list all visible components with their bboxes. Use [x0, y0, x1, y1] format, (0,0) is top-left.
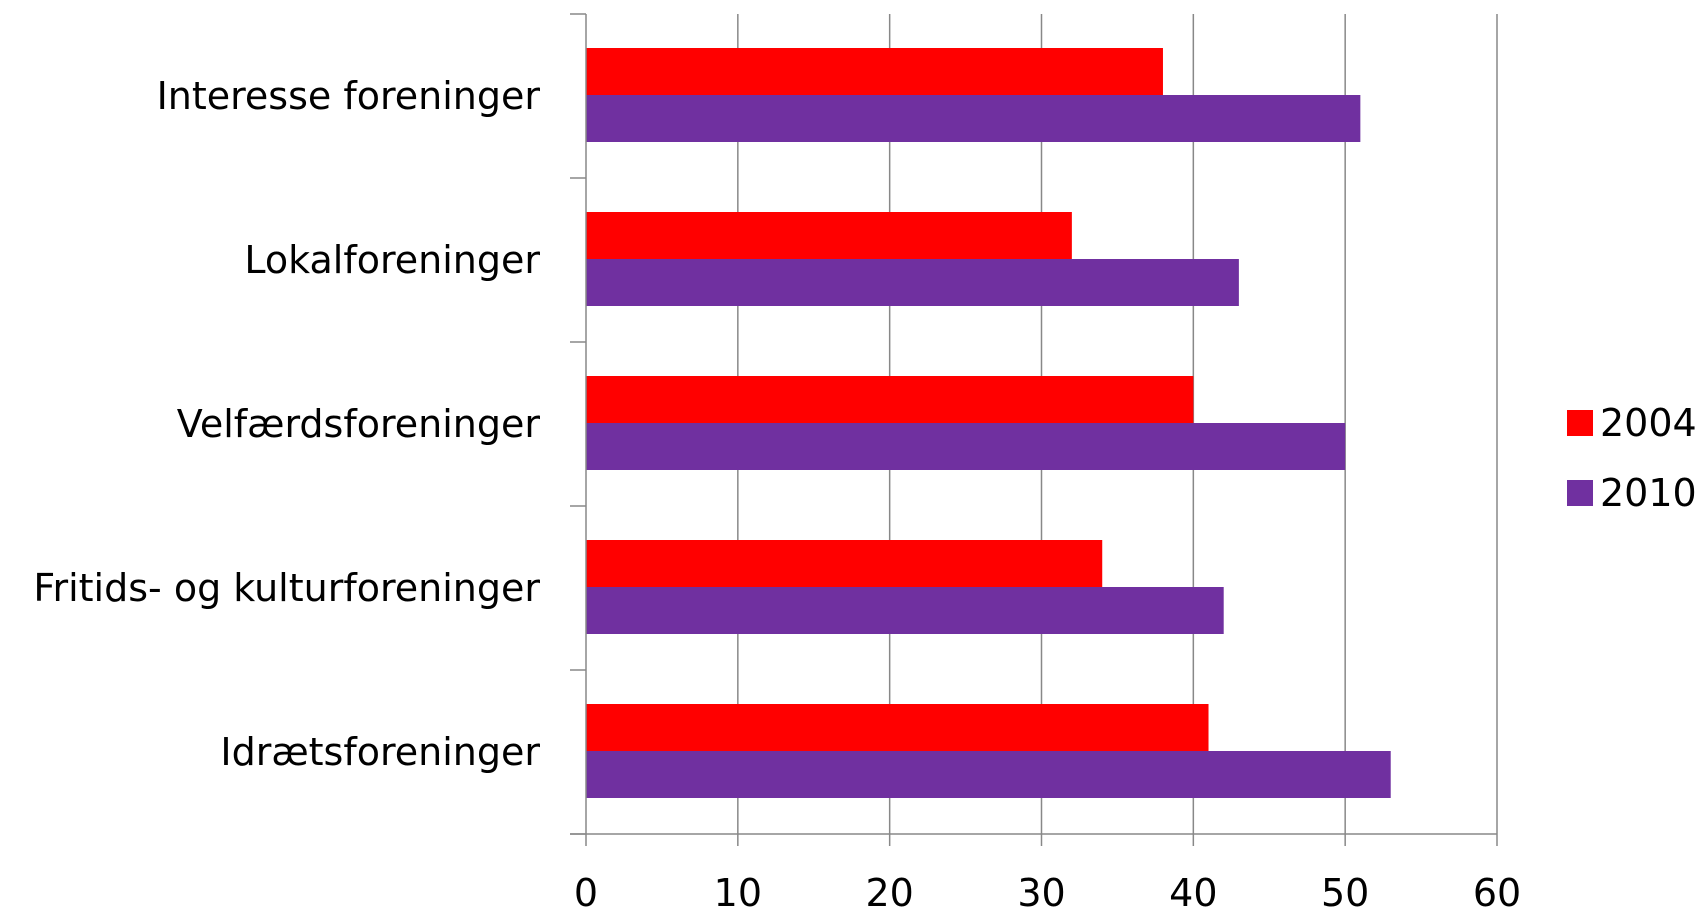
category-label: Interesse foreninger	[157, 74, 541, 118]
x-tick-label: 30	[1017, 871, 1065, 910]
bar-2004	[586, 704, 1209, 751]
bar-2004	[586, 376, 1194, 423]
bar-2010	[586, 95, 1361, 142]
category-label: Fritids- og kulturforeninger	[33, 566, 540, 610]
bars	[586, 48, 1391, 798]
axes	[570, 13, 1498, 846]
category-labels: Interesse foreninger Lokalforeninger Velfæ…	[33, 74, 540, 774]
legend-label-2004: 2004	[1600, 401, 1697, 445]
legend-swatch-2010	[1567, 480, 1593, 506]
legend-swatch-2004	[1567, 410, 1593, 436]
legend: 2004 2010	[1567, 401, 1697, 515]
bar-2004	[586, 540, 1103, 587]
category-label: Lokalforeninger	[244, 238, 540, 282]
x-tick-label: 20	[865, 871, 913, 910]
bar-2004	[586, 48, 1163, 95]
bar-2004	[586, 212, 1072, 259]
legend-label-2010: 2010	[1600, 471, 1697, 515]
x-tick-label: 50	[1321, 871, 1369, 910]
bar-2010	[586, 423, 1346, 470]
bar-2010	[586, 751, 1391, 798]
category-label: Velfærdsforeninger	[177, 402, 541, 446]
bar-2010	[586, 259, 1239, 306]
x-tick-label: 40	[1169, 871, 1217, 910]
x-tick-labels: 0 10 20 30 40 50 60	[574, 871, 1521, 910]
bar-2010	[586, 587, 1224, 634]
x-tick-label: 60	[1473, 871, 1521, 910]
x-tick-label: 0	[574, 871, 598, 910]
x-tick-label: 10	[714, 871, 762, 910]
category-label: Idrætsforeninger	[220, 730, 540, 774]
